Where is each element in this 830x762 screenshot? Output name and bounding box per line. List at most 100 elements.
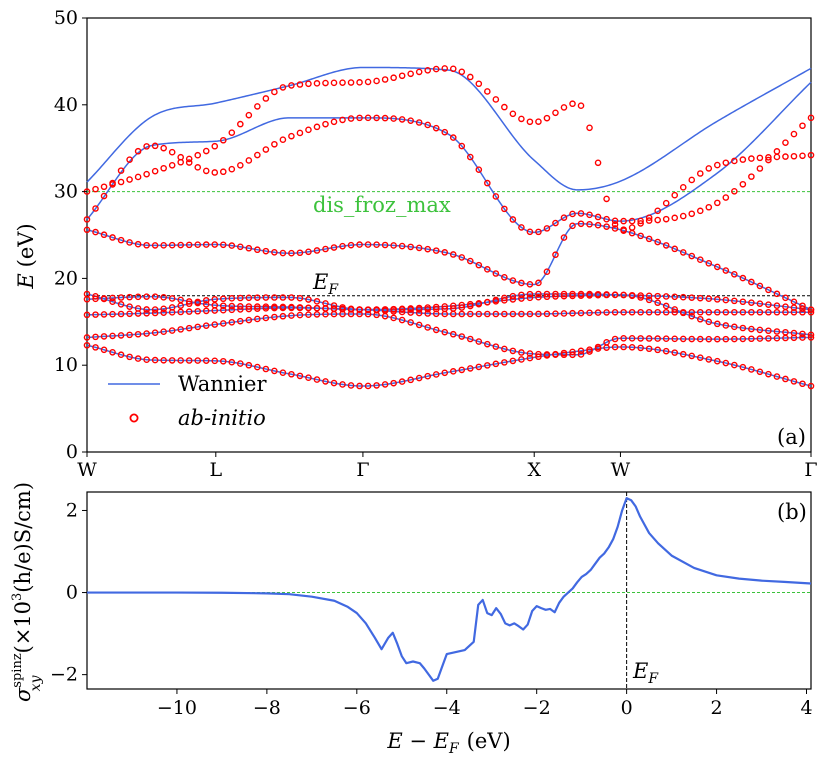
abinitio-point [560,214,568,221]
abinitio-point [628,291,636,299]
abinitio-point [347,241,355,249]
abinitio-point [662,215,670,223]
abinitio-point [799,334,806,341]
abinitio-point [92,185,99,193]
ytick-label: 20 [54,267,78,289]
abinitio-point [535,310,542,318]
abinitio-point [739,335,747,343]
abinitio-point [731,308,738,316]
abinitio-point [168,357,176,364]
abinitio-point [696,294,704,302]
abinitio-point [543,268,551,276]
abinitio-point [143,293,150,300]
abinitio-point [288,303,295,311]
abinitio-point [466,153,474,161]
abinitio-point [202,301,210,308]
abinitio-point [339,242,346,250]
abinitio-point [620,334,627,342]
wannier-band-7 [86,81,812,234]
abinitio-point [432,65,440,73]
abinitio-point [748,173,755,180]
abinitio-point [398,378,406,385]
abinitio-point [151,293,159,301]
abinitio-point [560,234,568,241]
abinitio-point [722,308,730,316]
abinitio-point [126,310,133,318]
abinitio-point [577,210,585,217]
abinitio-point [731,323,738,331]
abinitio-point [645,217,653,224]
abinitio-point [211,296,219,303]
abinitio-point [305,296,312,303]
abinitio-point [552,251,559,259]
abinitio-point [364,382,372,390]
abinitio-point [202,297,210,304]
abinitio-point [552,290,559,298]
abinitio-point [569,290,576,298]
abinitio-point [390,242,397,249]
abinitio-point [271,294,278,301]
abinitio-point [765,308,772,316]
abinitio-point [569,348,576,356]
abinitio-point [594,221,602,229]
abinitio-point [484,310,491,318]
abinitio-point [696,354,704,361]
abinitio-point [739,308,747,316]
abinitio-point [637,344,644,352]
abinitio-point [126,239,133,246]
abinitio-point [288,370,295,378]
abinitio-point [254,103,261,110]
abinitio-point [424,305,432,313]
abinitio-point [671,308,679,316]
abinitio-point [305,80,312,88]
dis-froz-max-label: dis_froz_max [313,193,451,217]
abinitio-point [271,248,278,256]
abinitio-point [407,309,414,316]
abinitio-point [466,335,474,343]
abinitio-point [637,217,644,225]
abinitio-point [211,301,219,309]
abinitio-point [688,252,696,260]
abinitio-point [799,122,806,130]
abinitio-point [671,306,679,313]
abinitio-point [458,333,466,340]
abinitio-point [756,308,764,316]
abinitio-point [134,173,142,181]
abinitio-point [245,294,253,302]
abinitio-point [475,166,483,173]
abinitio-point [117,167,125,174]
abinitio-point [671,214,679,222]
abinitio-point [415,119,423,126]
abinitio-point [117,310,125,318]
abinitio-point [739,298,747,306]
abinitio-point [194,164,202,171]
abinitio-point [518,356,525,363]
abinitio-point [577,220,585,228]
abinitio-point [756,154,764,162]
abinitio-point [688,352,696,360]
abinitio-point [390,74,397,82]
abinitio-point [390,115,397,122]
abinitio-point [109,348,116,356]
abinitio-point [714,199,721,207]
abinitio-point [151,167,159,175]
abinitio-point [177,241,184,249]
abinitio-point [637,292,644,299]
abinitio-point [722,159,730,167]
xtick-label: 2 [711,697,723,719]
abinitio-point [509,216,517,223]
panel-b-curve [87,497,812,682]
abinitio-point [279,84,287,91]
abinitio-point [654,299,661,307]
abinitio-point [782,294,789,302]
ytick-label: 10 [54,354,78,376]
abinitio-point [160,164,167,172]
abinitio-point [237,317,244,325]
abinitio-point [671,349,679,356]
abinitio-point [432,124,440,132]
abinitio-point [484,266,491,273]
abinitio-point [739,156,747,163]
abinitio-point [296,129,304,137]
abinitio-point [714,296,721,303]
abinitio-point [484,340,491,348]
